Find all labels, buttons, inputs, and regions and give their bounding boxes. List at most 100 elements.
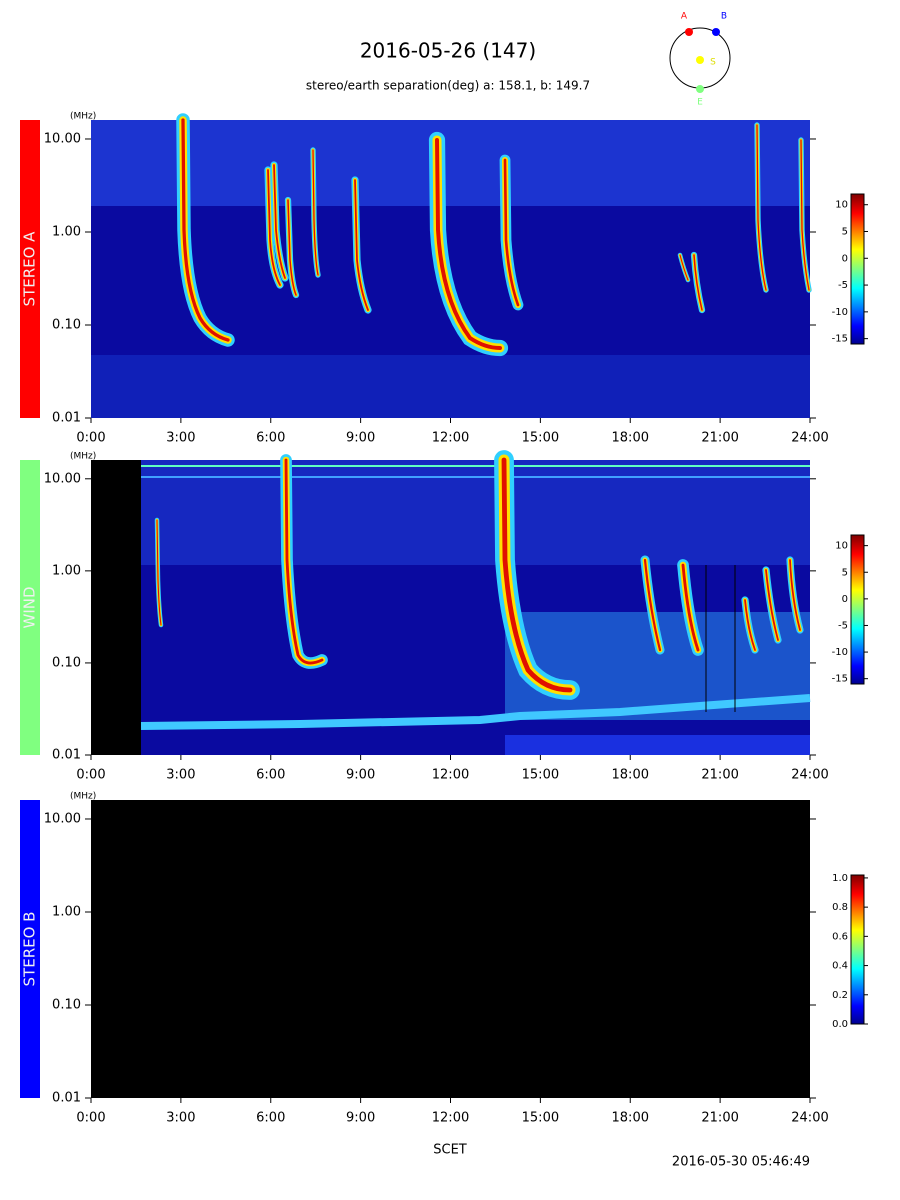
colorbar-tick-label: -5	[838, 280, 848, 291]
x-tick-label: 9:00	[346, 1111, 375, 1126]
x-tick-label: 24:00	[791, 431, 828, 446]
burst	[273, 164, 286, 279]
subtitle: stereo/earth separation(deg) a: 158.1, b…	[306, 79, 590, 93]
x-tick-label: 6:00	[256, 1111, 285, 1126]
colorbar-tick-label: -10	[832, 647, 848, 658]
x-tick-label: 18:00	[612, 768, 649, 783]
y-tick-label: 1.00	[52, 904, 81, 919]
colorbar-tick-label: 10	[835, 200, 848, 211]
y-tick-label: 0.10	[52, 997, 81, 1012]
panel-label-bar	[20, 460, 40, 755]
burst	[693, 254, 703, 311]
x-tick-label: 12:00	[432, 1111, 469, 1126]
colorbar-tick-label: 5	[842, 567, 848, 578]
colorbar-tick-label: 1.0	[832, 873, 848, 884]
plasma-line	[140, 694, 811, 730]
burst	[312, 149, 319, 276]
colorbar-tick-label: 0.2	[832, 990, 848, 1001]
burst	[744, 599, 756, 651]
y-tick-label: 0.10	[52, 317, 81, 332]
orbit-label: A	[681, 12, 688, 22]
y-tick-label: 10.00	[44, 811, 81, 826]
x-tick-label: 24:00	[791, 1111, 828, 1126]
y-tick-label: 10.00	[44, 471, 81, 486]
panel-label: STEREO B	[21, 912, 39, 987]
noise-region	[91, 120, 810, 206]
colorbar-tick-label: -10	[832, 307, 848, 318]
colorbar-tick-label: 0.4	[832, 961, 848, 972]
y-unit: (MHz)	[70, 792, 96, 802]
x-tick-label: 18:00	[612, 431, 649, 446]
burst	[681, 563, 700, 652]
x-tick-label: 18:00	[612, 1111, 649, 1126]
burst	[284, 458, 324, 665]
x-tick-label: 9:00	[346, 431, 375, 446]
y-tick-label: 10.00	[44, 131, 81, 146]
x-tick-label: 0:00	[76, 431, 105, 446]
no-data	[91, 800, 810, 1098]
burst	[643, 558, 662, 652]
x-tick-label: 15:00	[522, 1111, 559, 1126]
x-tick-label: 6:00	[256, 431, 285, 446]
burst	[756, 124, 767, 291]
panel-label-bar	[20, 120, 40, 418]
colorbar-tick-label: 0	[842, 253, 848, 264]
x-tick-label: 21:00	[701, 431, 738, 446]
x-tick-label: 21:00	[701, 768, 738, 783]
colorbar-tick-label: -5	[838, 620, 848, 631]
burst	[501, 457, 573, 693]
x-tick-label: 3:00	[166, 431, 195, 446]
colorbar-tick-label: 0.0	[832, 1019, 848, 1030]
burst	[789, 559, 801, 631]
x-label: SCET	[433, 1143, 467, 1158]
burst	[765, 569, 779, 641]
burst	[435, 138, 502, 350]
colorbar	[850, 534, 865, 685]
x-tick-label: 3:00	[166, 768, 195, 783]
burst	[679, 254, 689, 281]
x-tick-label: 12:00	[432, 768, 469, 783]
burst	[800, 139, 810, 291]
earth-dot	[696, 85, 704, 93]
title: 2016-05-26 (147)	[360, 39, 536, 63]
noise-region	[505, 735, 810, 755]
y-tick-label: 0.10	[52, 655, 81, 670]
stereo-b-dot	[712, 28, 720, 36]
colorbar	[850, 874, 865, 1025]
colorbar-tick-label: 0.6	[832, 931, 848, 942]
bursts	[154, 113, 812, 700]
burst	[267, 169, 281, 286]
x-tick-label: 0:00	[76, 1111, 105, 1126]
panel-label-bar	[20, 800, 40, 1098]
orbit-label: B	[721, 12, 727, 22]
timestamp: 2016-05-30 05:46:49	[672, 1155, 810, 1170]
burst	[503, 158, 520, 307]
y-tick-label: 0.01	[52, 411, 81, 426]
y-tick-label: 0.01	[52, 1091, 81, 1106]
colorbar	[850, 193, 865, 345]
orbit-label: E	[697, 98, 703, 108]
colorbar-tick-label: 0.8	[832, 902, 848, 913]
colorbar-tick-label: -15	[832, 674, 848, 685]
noise-region	[91, 355, 810, 418]
y-unit: (MHz)	[70, 452, 96, 462]
no-data	[91, 460, 141, 755]
x-tick-label: 21:00	[701, 1111, 738, 1126]
y-unit: (MHz)	[70, 112, 96, 122]
colorbar-tick-label: 0	[842, 594, 848, 605]
burst	[354, 179, 369, 311]
orbit-diagram: A B S E	[669, 12, 731, 108]
y-tick-label: 1.00	[52, 563, 81, 578]
panel-label: STEREO A	[21, 231, 39, 307]
colorbar-tick-label: 10	[835, 541, 848, 552]
x-tick-label: 3:00	[166, 1111, 195, 1126]
y-tick-label: 1.00	[52, 224, 81, 239]
y-tick-label: 0.01	[52, 748, 81, 763]
x-tick-label: 15:00	[522, 431, 559, 446]
x-tick-label: 0:00	[76, 768, 105, 783]
burst	[181, 118, 230, 342]
panel-label: WIND	[21, 586, 39, 628]
stereo-a-dot	[685, 28, 693, 36]
orbit-label: S	[710, 58, 716, 68]
